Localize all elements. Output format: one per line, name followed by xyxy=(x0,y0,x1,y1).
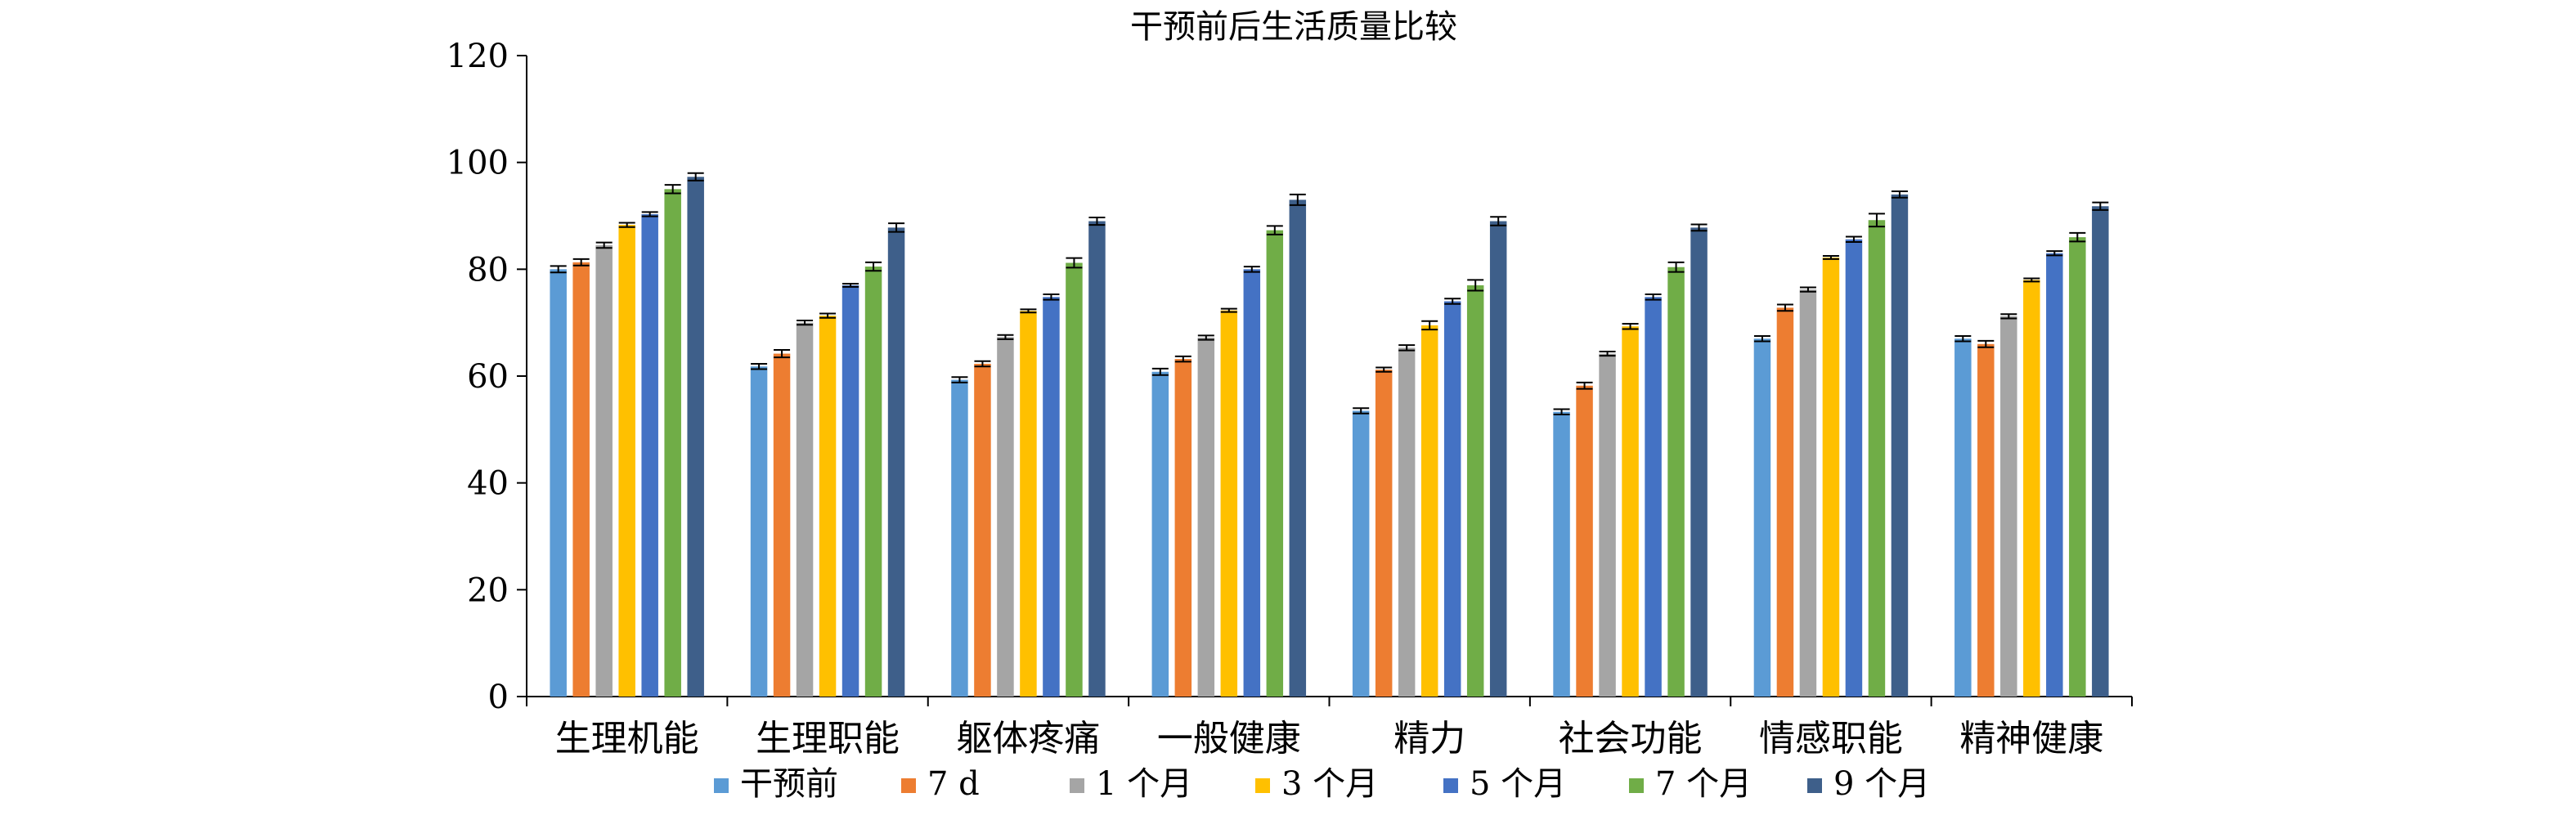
bar xyxy=(864,267,882,697)
bar xyxy=(1845,239,1863,697)
y-tick-label: 100 xyxy=(447,145,509,182)
x-tick-label: 一般健康 xyxy=(1157,718,1301,760)
bar xyxy=(1868,220,1886,697)
y-axis: 0 20 40 60 80 100 120 xyxy=(447,38,527,716)
bar xyxy=(1266,230,1284,697)
bar xyxy=(1220,310,1238,697)
y-tick-label: 20 xyxy=(467,571,509,609)
bar xyxy=(1977,343,1995,697)
bar xyxy=(1622,326,1639,697)
x-tick-label: 精力 xyxy=(1393,718,1465,760)
bar xyxy=(618,225,635,697)
chart-title: 干预前后生活质量比较 xyxy=(1130,8,1457,46)
bar xyxy=(796,322,814,697)
bar xyxy=(951,379,968,697)
legend-label: 9 个月 xyxy=(1833,765,1930,803)
legend-swatch xyxy=(1807,778,1822,793)
bar xyxy=(2023,280,2040,697)
bar xyxy=(2000,316,2017,697)
x-tick-label: 情感职能 xyxy=(1759,718,1903,760)
bar xyxy=(2092,206,2109,697)
x-tick-label: 生理职能 xyxy=(756,718,900,760)
bar xyxy=(1553,411,1570,697)
x-axis: 生理机能 生理职能 躯体疼痛 一般健康 精力 社会功能 情感职能 精神健康 xyxy=(526,696,2133,760)
legend-label: 1 个月 xyxy=(1096,765,1192,803)
bar xyxy=(1197,337,1215,697)
legend-label: 7 d xyxy=(927,765,980,803)
bar xyxy=(1753,338,1771,697)
bar xyxy=(1088,221,1106,697)
bar xyxy=(1667,267,1685,697)
bar xyxy=(1174,359,1192,697)
legend-swatch xyxy=(1070,778,1084,793)
bar xyxy=(1690,227,1708,697)
x-tick-label: 生理机能 xyxy=(555,718,699,760)
bar xyxy=(1466,285,1484,697)
bar xyxy=(887,227,905,697)
bar xyxy=(1375,370,1393,697)
bar xyxy=(1020,311,1037,697)
bar xyxy=(572,262,590,697)
bar xyxy=(1398,347,1416,697)
legend-label: 3 个月 xyxy=(1281,765,1378,803)
legend-swatch xyxy=(1629,778,1644,793)
bar xyxy=(773,353,791,697)
bar xyxy=(1599,353,1616,697)
bar xyxy=(841,285,859,697)
bar xyxy=(997,337,1014,697)
bar xyxy=(1645,297,1662,697)
bar xyxy=(819,316,837,697)
bar xyxy=(1489,221,1507,697)
legend: 干预前 7 d 1 个月 3 个月 5 个月 7 个月 9 个月 xyxy=(714,765,1930,803)
bar xyxy=(641,214,658,697)
legend-label: 7 个月 xyxy=(1655,765,1752,803)
legend-label: 5 个月 xyxy=(1470,765,1566,803)
bar xyxy=(1151,371,1169,697)
bar xyxy=(1576,385,1593,697)
legend-swatch xyxy=(1255,778,1270,793)
bar xyxy=(1822,257,1840,697)
y-tick-label: 80 xyxy=(467,251,509,289)
bar xyxy=(1776,307,1794,697)
x-tick-label: 精神健康 xyxy=(1959,718,2103,760)
legend-label: 干预前 xyxy=(740,765,838,803)
y-tick-label: 120 xyxy=(447,38,509,75)
y-tick-label: 60 xyxy=(467,358,509,396)
legend-swatch xyxy=(714,778,729,793)
bar xyxy=(1243,269,1261,697)
legend-swatch xyxy=(1443,778,1458,793)
y-tick-label: 40 xyxy=(467,465,509,503)
bar xyxy=(974,363,991,697)
legend-swatch xyxy=(901,778,916,793)
bar xyxy=(2069,237,2086,697)
bar xyxy=(1443,301,1461,697)
x-tick-label: 社会功能 xyxy=(1559,718,1703,760)
bar xyxy=(1043,297,1060,697)
bar xyxy=(550,269,567,697)
x-tick-label: 躯体疼痛 xyxy=(956,718,1100,760)
bar xyxy=(2046,253,2063,697)
bar xyxy=(750,366,768,697)
bar xyxy=(1420,325,1438,697)
bar xyxy=(1352,410,1370,697)
bars xyxy=(550,172,2109,697)
bar xyxy=(687,177,704,697)
bar xyxy=(1066,262,1083,697)
bar xyxy=(1289,199,1307,697)
bar xyxy=(1954,338,1972,697)
bar xyxy=(595,244,613,697)
y-tick-label: 0 xyxy=(488,679,509,716)
bar xyxy=(1799,289,1817,697)
bar xyxy=(1891,194,1909,697)
bar xyxy=(664,189,681,697)
